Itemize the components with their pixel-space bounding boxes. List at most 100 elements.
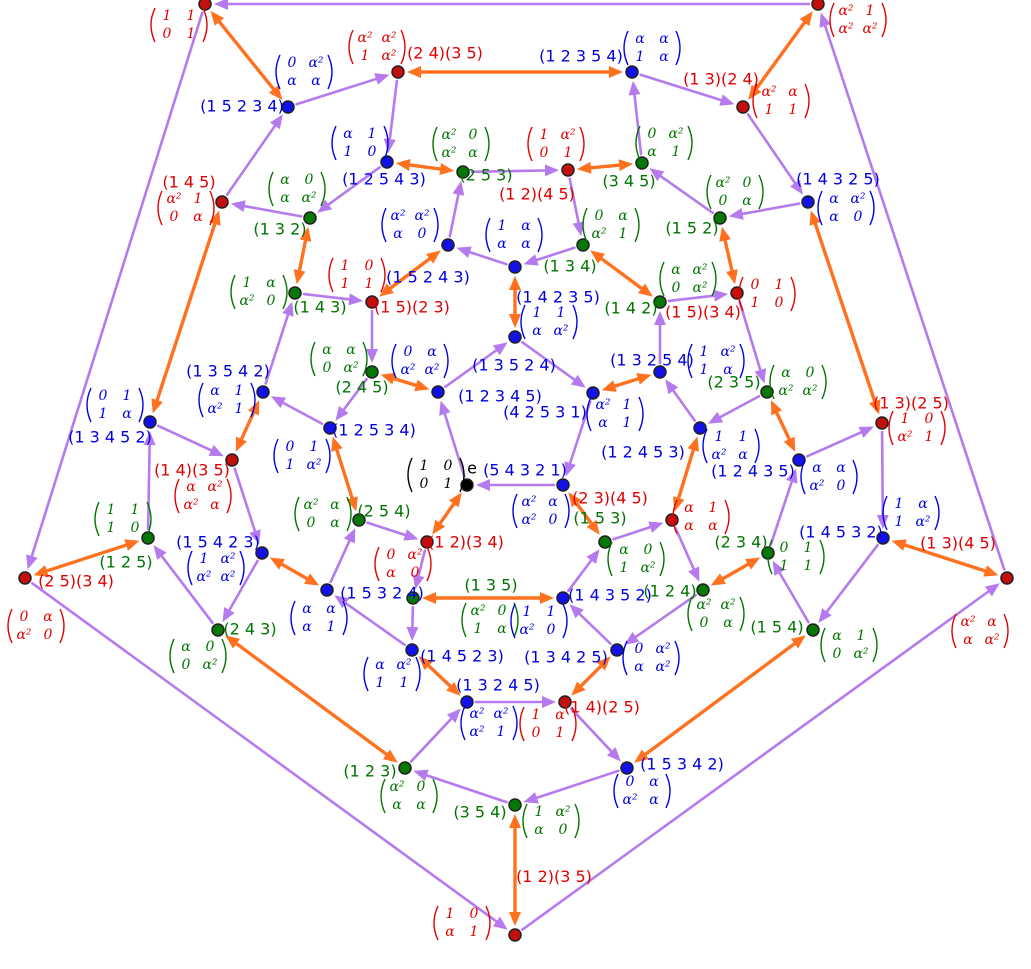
cayley-edge-involution bbox=[676, 445, 696, 503]
graph-node bbox=[323, 421, 337, 435]
node-matrix-label: 1 01 1 bbox=[328, 257, 386, 293]
matrix-paren-left bbox=[381, 207, 387, 243]
matrix-entry: 0 bbox=[719, 193, 728, 209]
arrowhead bbox=[439, 400, 451, 416]
matrix-entry: α bbox=[684, 518, 694, 534]
matrix-entry: α² bbox=[555, 804, 570, 820]
matrix-paren-left bbox=[275, 54, 281, 90]
matrix-entry: 0 bbox=[925, 411, 934, 427]
node-matrix-label: α² α0 α bbox=[294, 496, 352, 532]
arrowhead bbox=[334, 595, 350, 609]
matrix-entry: 0 bbox=[644, 542, 653, 558]
matrix-paren-right bbox=[754, 428, 760, 464]
matrix-entry: 0 bbox=[305, 172, 314, 188]
node-permutation-label: (1 3 2) bbox=[253, 220, 306, 239]
arrowhead bbox=[576, 161, 592, 174]
arrowhead bbox=[719, 94, 735, 106]
matrix-paren-left bbox=[622, 640, 628, 676]
matrix-entry: α² bbox=[692, 262, 707, 278]
matrix-paren-right bbox=[138, 387, 144, 423]
matrix-entry: α bbox=[445, 924, 455, 940]
arrowhead bbox=[983, 565, 999, 577]
matrix-entry: 0 bbox=[469, 127, 478, 143]
matrix-paren-left bbox=[519, 706, 525, 742]
matrix-entry: α² bbox=[622, 792, 637, 808]
matrix-entry: 1 bbox=[751, 295, 760, 311]
matrix-entry: 1 bbox=[243, 275, 252, 291]
matrix-entry: α² bbox=[838, 21, 853, 37]
matrix-paren-right bbox=[400, 29, 406, 65]
matrix-entry: 0 bbox=[743, 175, 752, 191]
graph-node bbox=[456, 165, 470, 179]
node-permutation-label: (3 5 4) bbox=[453, 803, 506, 822]
matrix-entry: α bbox=[647, 144, 657, 160]
matrix-entry: 0 bbox=[417, 779, 426, 795]
matrix-entry: α bbox=[618, 208, 628, 224]
matrix-paren-left bbox=[461, 602, 467, 638]
arrowhead bbox=[634, 749, 650, 763]
node-permutation-label: (1 5)(2 3) bbox=[374, 298, 450, 317]
arrowhead bbox=[648, 521, 664, 533]
graph-node bbox=[215, 195, 229, 209]
matrix-entry: 1 bbox=[341, 276, 350, 292]
matrix-entry: 0 bbox=[365, 258, 374, 274]
matrix-entry: 0 bbox=[751, 277, 760, 293]
matrix-entry: 0 bbox=[368, 144, 377, 160]
arrowhead bbox=[818, 608, 832, 623]
cayley-edge-5cycle bbox=[746, 113, 799, 187]
node-permutation-label: (1 4 3 2 5) bbox=[796, 170, 880, 189]
cayley-edge-5cycle bbox=[156, 424, 216, 453]
matrix-paren-left bbox=[607, 541, 613, 577]
node-permutation-label: (2 3 5) bbox=[707, 373, 760, 392]
matrix-paren-right bbox=[485, 905, 491, 941]
matrix-paren-right bbox=[711, 261, 717, 297]
matrix-paren-right bbox=[758, 174, 764, 210]
node-permutation-label: (2 5 4) bbox=[357, 502, 410, 521]
matrix-paren-left bbox=[582, 207, 588, 243]
node-matrix-label: α² α² 1 α² bbox=[348, 29, 406, 65]
matrix-paren-right bbox=[821, 364, 827, 400]
matrix-entry: α bbox=[987, 614, 997, 630]
arrowhead bbox=[672, 496, 685, 512]
node-permutation-label: (1 2 3 5 4) bbox=[539, 47, 623, 66]
matrix-entry: α bbox=[708, 518, 718, 534]
matrix-entry: α bbox=[302, 619, 312, 635]
matrix-entry: 0 bbox=[626, 774, 635, 790]
matrix-entry: α² bbox=[207, 479, 222, 495]
matrix-entry: α² bbox=[220, 551, 235, 567]
cayley-edge-5cycle bbox=[521, 340, 579, 383]
cayley-edge-5cycle bbox=[422, 773, 508, 804]
matrix-entry: α² bbox=[595, 397, 610, 413]
matrix-entry: 0 bbox=[404, 344, 413, 360]
matrix-paren-right bbox=[872, 627, 878, 663]
cayley-edge-5cycle bbox=[448, 190, 461, 238]
matrix-entry: α bbox=[738, 447, 748, 463]
matrix-entry: 0 bbox=[418, 226, 427, 242]
node-matrix-label: α² 01 α bbox=[461, 602, 519, 638]
matrix-paren-right bbox=[562, 603, 568, 639]
node-permutation-label: (1 2 5 4 3) bbox=[342, 170, 426, 189]
arrowhead bbox=[809, 210, 821, 226]
matrix-entry: α bbox=[659, 49, 669, 65]
node-matrix-label: 0 α² α 1 bbox=[635, 125, 693, 161]
node-matrix-label: α 01 α² bbox=[607, 541, 665, 577]
matrix-entry: 0 bbox=[267, 293, 276, 309]
matrix-paren-right bbox=[209, 190, 215, 226]
node-matrix-label: α² 10 α bbox=[157, 190, 215, 226]
cayley-edge-5cycle bbox=[366, 521, 410, 538]
arrowhead bbox=[728, 207, 744, 220]
matrix-entry: α bbox=[210, 497, 220, 513]
matrix-entry: 1 bbox=[623, 415, 632, 431]
matrix-entry: α² bbox=[521, 512, 536, 528]
node-matrix-label: α² 1 α² α² bbox=[829, 2, 887, 38]
arrowhead bbox=[707, 411, 724, 424]
node-matrix-label: α α² 1 1 bbox=[363, 656, 421, 692]
arrowhead bbox=[570, 374, 586, 388]
node-permutation-label: (1 2 4 5 3) bbox=[601, 443, 685, 462]
matrix-paren-right bbox=[804, 83, 810, 119]
matrix-entry: α² bbox=[357, 30, 372, 46]
matrix-entry: α bbox=[832, 628, 842, 644]
arrowhead bbox=[544, 164, 560, 177]
arrowhead bbox=[317, 199, 333, 213]
arrowhead bbox=[143, 430, 156, 446]
